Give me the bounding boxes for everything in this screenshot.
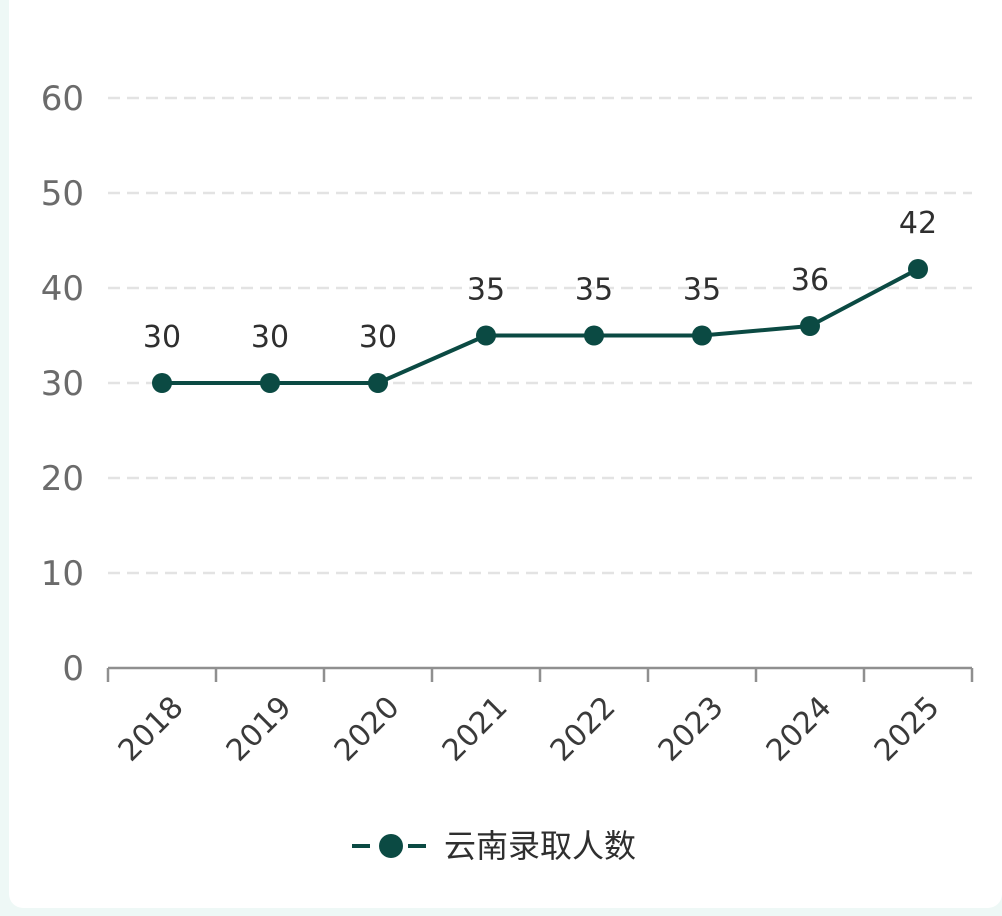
y-tick-label-20: 20 bbox=[41, 459, 84, 499]
legend-label: 云南录取人数 bbox=[444, 827, 636, 865]
data-point-2025[interactable] bbox=[908, 259, 928, 279]
x-tick-label-2021: 2021 bbox=[436, 690, 515, 769]
x-tick-label-2022: 2022 bbox=[544, 690, 623, 769]
data-point-2021[interactable] bbox=[476, 325, 496, 346]
axes: 0 10 20 30 40 50 60 2018 2019 2020 2021 2022 2023 202… bbox=[41, 79, 974, 769]
data-point-2022[interactable] bbox=[584, 325, 604, 346]
chart-card bbox=[9, 0, 1002, 908]
series-line bbox=[162, 267, 919, 385]
data-label-2022: 35 bbox=[575, 273, 613, 308]
y-tick-label-10: 10 bbox=[41, 554, 84, 594]
y-tick-label-40: 40 bbox=[41, 269, 84, 309]
legend[interactable]: 云南录取人数 bbox=[352, 827, 636, 865]
x-tick-label-2024: 2024 bbox=[760, 690, 839, 769]
data-label-2021: 35 bbox=[467, 273, 505, 308]
data-label-2019: 30 bbox=[251, 320, 289, 355]
y-tick-label-50: 50 bbox=[41, 174, 84, 214]
data-labels: 30 30 30 35 35 35 36 42 bbox=[143, 206, 937, 355]
data-point-2020[interactable] bbox=[368, 373, 388, 393]
x-tick-label-2025: 2025 bbox=[868, 690, 947, 769]
y-tick-label-0: 0 bbox=[62, 649, 84, 689]
data-point-2023[interactable] bbox=[692, 325, 712, 346]
data-point-2024[interactable] bbox=[800, 316, 820, 336]
x-tick-label-2019: 2019 bbox=[220, 690, 299, 769]
series bbox=[152, 259, 928, 393]
y-tick-label-30: 30 bbox=[41, 364, 84, 404]
x-tick-label-2018: 2018 bbox=[112, 690, 191, 769]
data-label-2024: 36 bbox=[791, 263, 829, 298]
data-label-2018: 30 bbox=[143, 320, 181, 355]
data-label-2020: 30 bbox=[359, 320, 397, 355]
x-tick-label-2023: 2023 bbox=[652, 690, 731, 769]
data-label-2025: 42 bbox=[899, 206, 937, 241]
data-label-2023: 35 bbox=[683, 273, 721, 308]
x-tick-label-2020: 2020 bbox=[328, 690, 407, 769]
data-point-2018[interactable] bbox=[152, 373, 172, 393]
legend-dot-marker bbox=[379, 834, 403, 858]
y-tick-label-60: 60 bbox=[41, 79, 84, 119]
data-point-2019[interactable] bbox=[260, 373, 280, 393]
